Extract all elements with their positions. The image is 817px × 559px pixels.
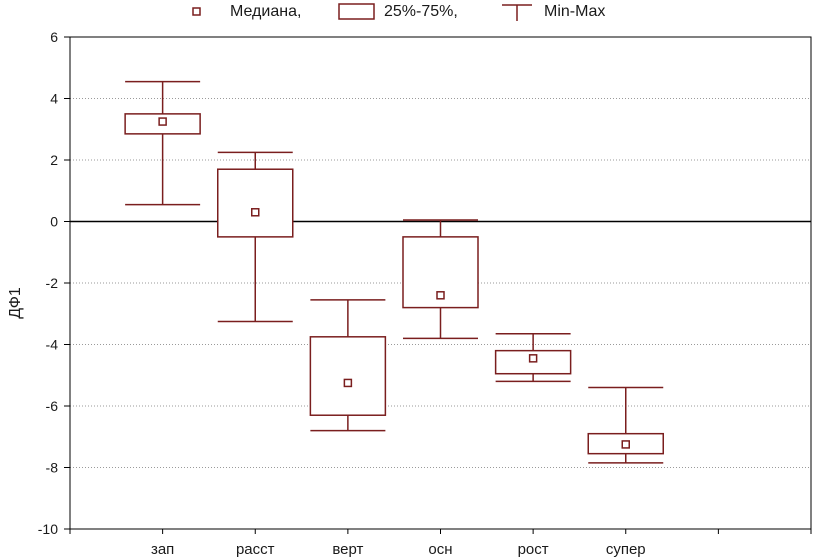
- iqr-box: [309, 336, 387, 416]
- x-tick-label-супер: супер: [606, 541, 646, 558]
- boxes-layer: [124, 80, 664, 464]
- y-tick-label: -10: [38, 521, 58, 537]
- box-расст: [217, 151, 294, 323]
- legend-median-label: Медиана,: [230, 3, 302, 20]
- y-tick-label: -6: [46, 398, 59, 414]
- axis-ticks: 6 4 2 0 -2 -4 -6 -8 -10 зап расст верт осн рост супер: [38, 29, 812, 558]
- legend-item-median: Медиана,: [190, 1, 301, 23]
- legend-box-swatch: [338, 3, 375, 20]
- y-tick-label: 0: [50, 214, 58, 230]
- iqr-box: [217, 168, 294, 238]
- y-tick-label: -2: [46, 275, 59, 291]
- y-tick-label: 2: [50, 152, 58, 168]
- chart-legend: Медиана, 25%-75%, Min-Max: [0, 0, 817, 24]
- y-tick-label: 6: [50, 29, 58, 45]
- legend-median-marker: [192, 7, 201, 16]
- legend-item-whisker: Min-Max: [500, 1, 605, 23]
- legend-box-label: 25%-75%,: [384, 3, 458, 20]
- median-marker: [343, 378, 353, 388]
- x-tick-label-верт: верт: [332, 541, 363, 558]
- grid-layer: [70, 98, 811, 468]
- y-tick-label: 4: [50, 91, 58, 107]
- x-tick-label-осн: осн: [428, 541, 452, 558]
- box-осн: [402, 219, 479, 340]
- y-tick-label: -4: [46, 337, 59, 353]
- legend-whisker-swatch: [502, 4, 532, 21]
- x-tick-label-расст: расст: [236, 541, 275, 558]
- y-tick-label: -8: [46, 460, 59, 476]
- median-marker: [436, 291, 445, 300]
- x-tick-label-рост: рост: [518, 541, 549, 558]
- legend-whisker-label: Min-Max: [544, 3, 606, 20]
- legend-item-box: 25%-75%,: [338, 1, 458, 23]
- box-зап: [124, 80, 201, 206]
- box-верт: [309, 299, 387, 432]
- median-marker: [528, 354, 538, 363]
- box-супер: [587, 386, 664, 464]
- box-рост: [494, 332, 572, 383]
- x-tick-label-зап: зап: [151, 541, 174, 558]
- median-marker: [621, 440, 630, 449]
- median-marker: [251, 208, 260, 217]
- y-axis-title: ДФ1: [7, 287, 24, 319]
- median-marker: [158, 117, 167, 126]
